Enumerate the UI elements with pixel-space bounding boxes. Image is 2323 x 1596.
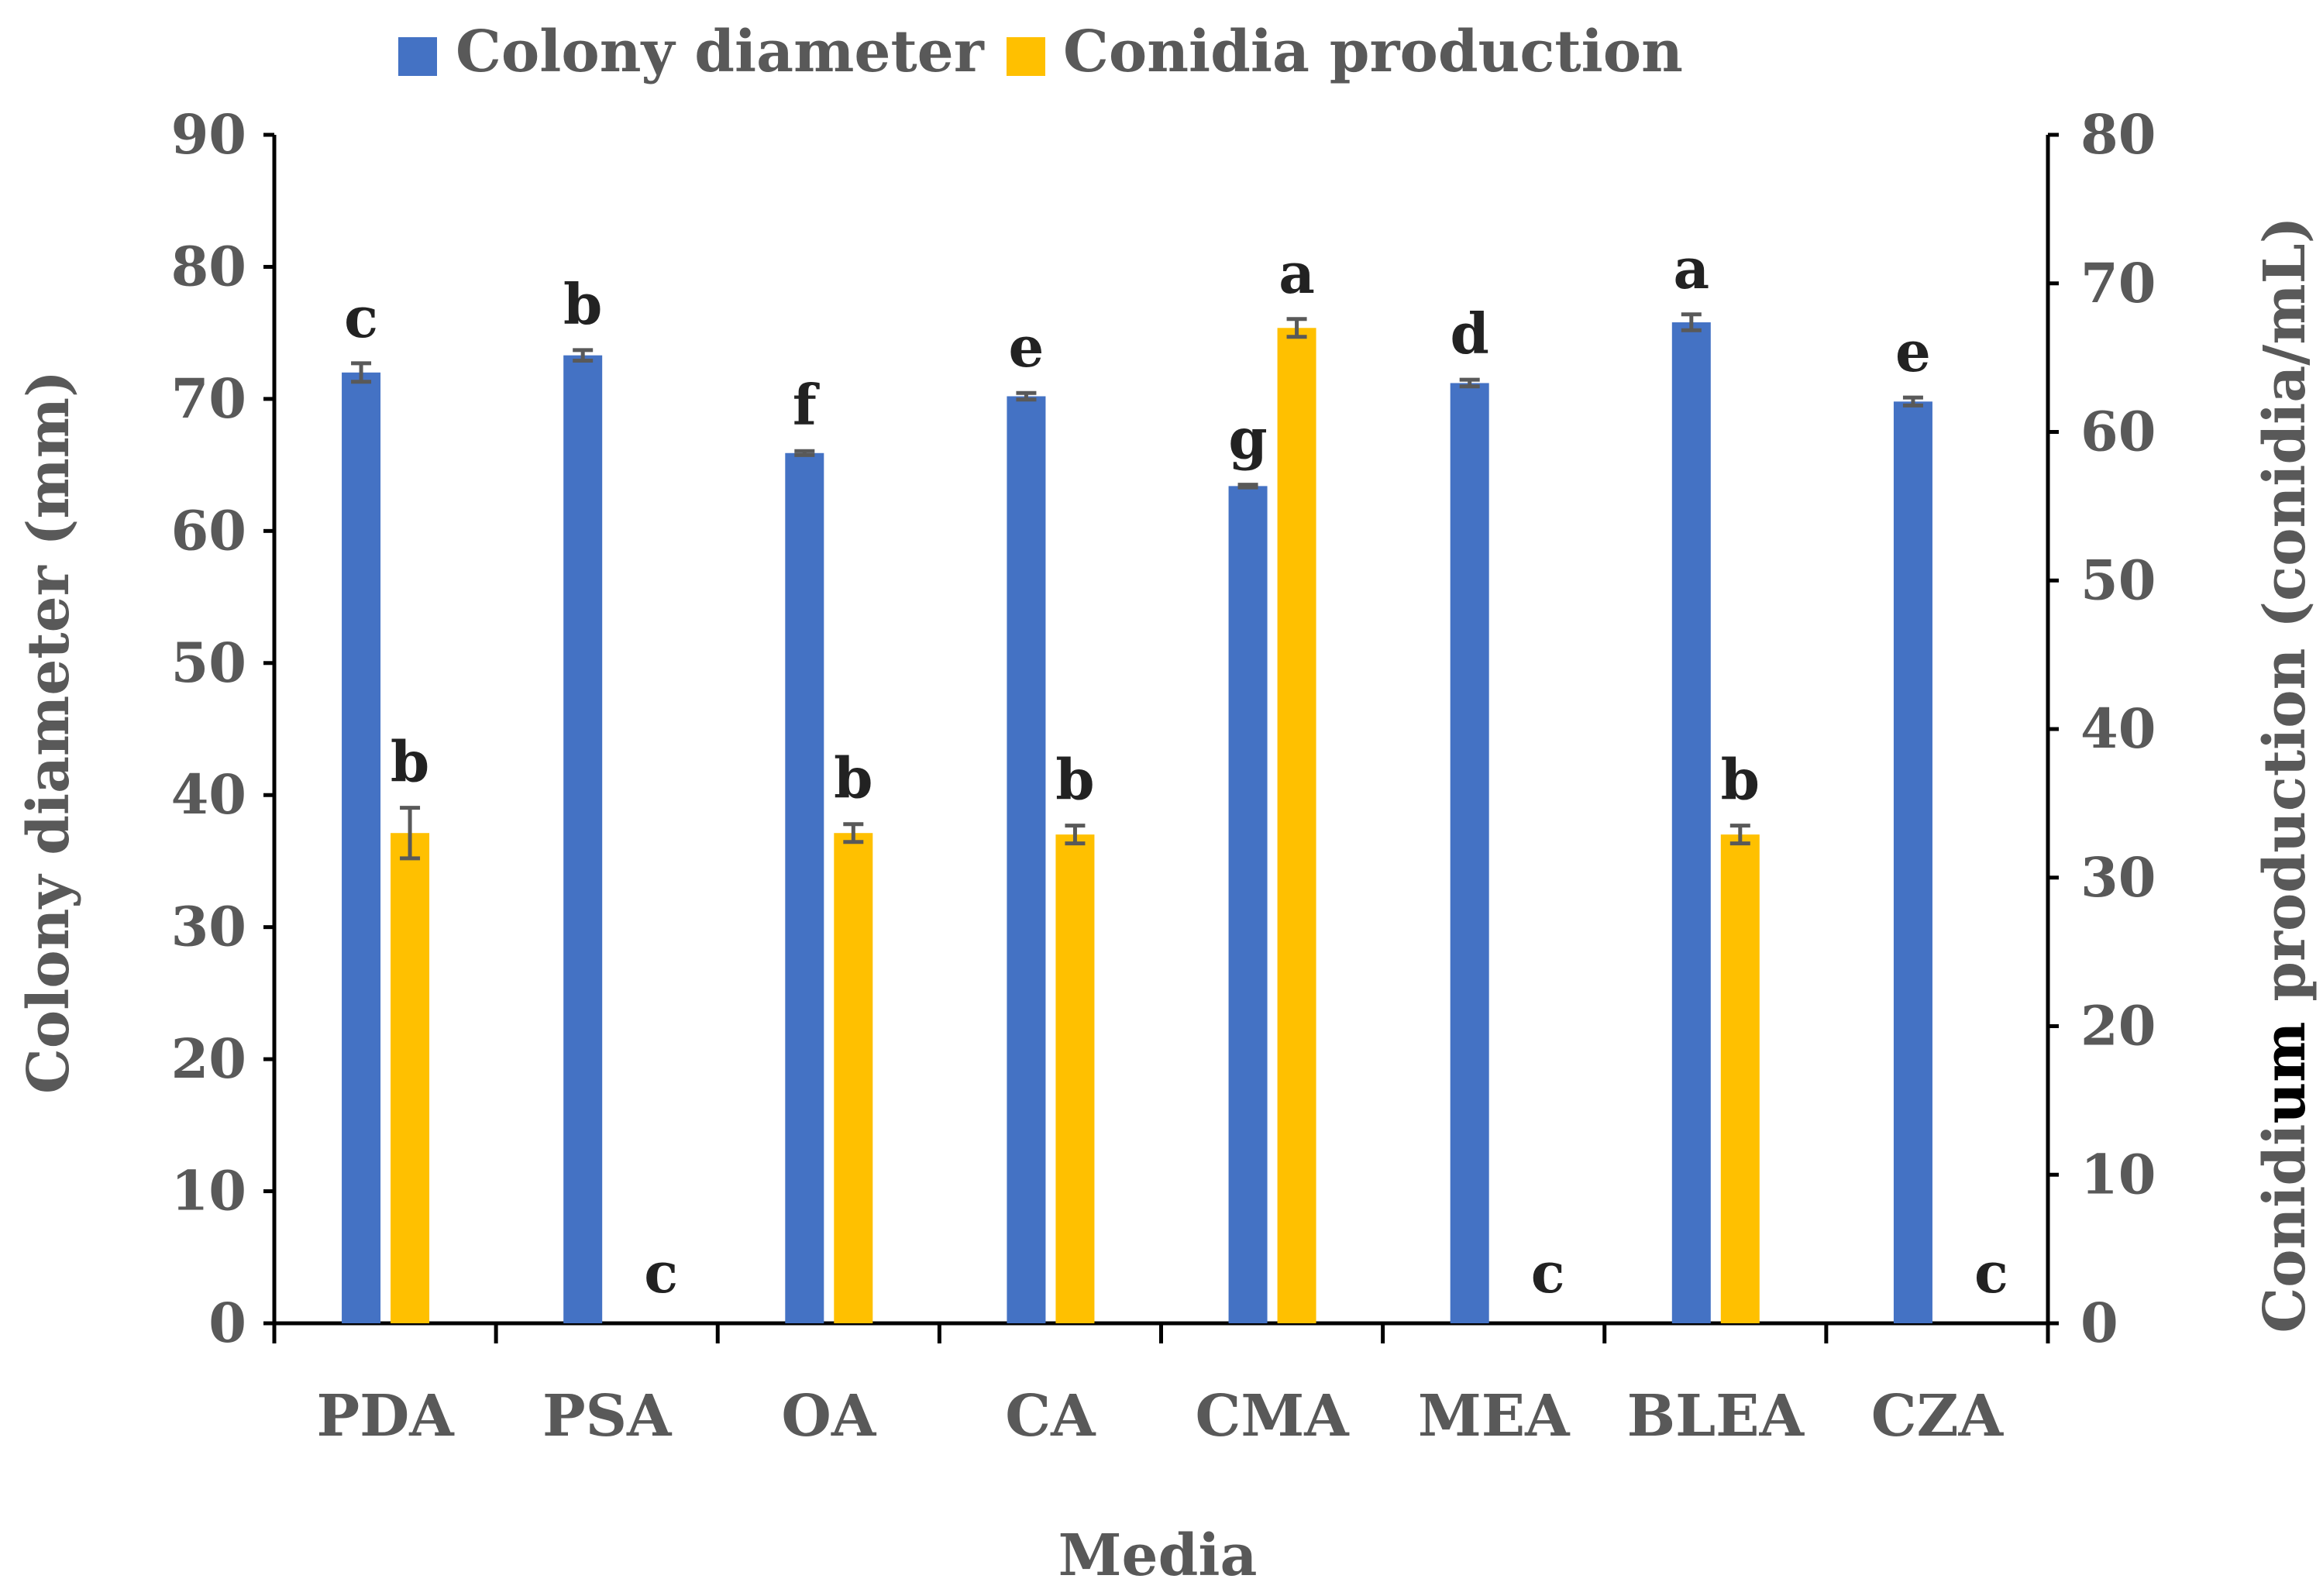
bar-colony-diameter-psa: [563, 355, 603, 1323]
bar-colony-diameter-blea: [1671, 322, 1711, 1323]
bar-conidia-production-blea: [1720, 834, 1760, 1323]
x-tick-label-ca: CA: [1005, 1383, 1096, 1450]
right-y-axis-title-part-3: production (conidia/mL): [2252, 216, 2318, 1021]
left-tick-label: 60: [171, 498, 246, 562]
significance-letter-conidia-production-oa: b: [834, 745, 872, 811]
x-tick-label-cma: CMA: [1195, 1383, 1350, 1450]
right-tick-label: 10: [2080, 1142, 2156, 1206]
significance-letter-colony-diameter-ca: e: [1009, 314, 1044, 380]
x-axis-ticks: PDA PSA OA CA CMA MEA BLEA CZA: [272, 1323, 2050, 1450]
left-y-axis-ticks: 0 10 20 30 40 50 60 70 80 90: [171, 102, 274, 1355]
right-y-axis-title: Conidium production (conidia/mL): [2252, 216, 2318, 1333]
right-tick-label: 80: [2080, 102, 2156, 167]
x-tick-label-cza: CZA: [1871, 1383, 2005, 1450]
right-tick-label: 70: [2080, 251, 2156, 315]
left-tick-label: 40: [171, 762, 246, 827]
significance-letter-colony-diameter-cma: g: [1228, 406, 1267, 472]
left-tick-label: 10: [171, 1159, 246, 1223]
left-tick-label: 20: [171, 1027, 246, 1091]
legend-swatch-conidia-production: [1007, 37, 1045, 76]
significance-letter-conidia-production-pda: b: [391, 729, 429, 795]
right-tick-label: 30: [2080, 845, 2156, 910]
bar-colony-diameter-cza: [1893, 401, 1932, 1323]
bar-conidia-production-oa: [834, 833, 873, 1323]
bar-colony-diameter-ca: [1007, 396, 1046, 1324]
right-tick-label: 20: [2080, 994, 2156, 1058]
right-tick-label: 40: [2080, 697, 2156, 761]
significance-letter-colony-diameter-blea: a: [1673, 236, 1709, 301]
x-tick-label-pda: PDA: [316, 1383, 455, 1450]
significance-letter-colony-diameter-cza: e: [1895, 318, 1931, 384]
legend-label-colony-diameter: Colony diameter: [456, 19, 985, 85]
significance-letter-colony-diameter-pda: c: [344, 284, 378, 350]
significance-letter-conidia-production-cma: a: [1279, 240, 1315, 306]
bar-conidia-production-cma: [1277, 328, 1316, 1323]
bar-conidia-production-ca: [1055, 834, 1095, 1323]
error-bars: [351, 312, 1923, 861]
bars: [342, 322, 1932, 1324]
right-y-axis-title-part-2: um: [2252, 1022, 2318, 1124]
significance-letter-conidia-production-ca: b: [1055, 747, 1094, 813]
significance-letter-conidia-production-cza: c: [1974, 1240, 2008, 1305]
left-y-axis-title: Colony diameter (mm): [15, 370, 82, 1094]
bar-conidia-production-pda: [391, 833, 430, 1323]
legend-swatch-colony-diameter: [398, 37, 437, 76]
bar-colony-diameter-cma: [1228, 486, 1268, 1323]
significance-letter-colony-diameter-mea: d: [1451, 301, 1489, 366]
left-tick-label: 30: [171, 895, 246, 959]
x-tick-label-mea: MEA: [1418, 1383, 1571, 1450]
significance-letters: c b f e g d a e b c b b a c b c: [344, 236, 2008, 1305]
bar-colony-diameter-oa: [785, 452, 824, 1323]
right-y-axis-title-part-1: Conidi: [2252, 1124, 2318, 1333]
x-axis-title: Media: [1058, 1522, 1258, 1589]
right-tick-label: 0: [2080, 1291, 2118, 1355]
significance-letter-conidia-production-blea: b: [1721, 747, 1760, 813]
x-tick-label-psa: PSA: [542, 1383, 673, 1450]
significance-letter-colony-diameter-psa: b: [563, 271, 602, 337]
right-tick-label: 60: [2080, 400, 2156, 464]
bar-colony-diameter-pda: [342, 372, 381, 1323]
bar-colony-diameter-mea: [1450, 383, 1489, 1323]
significance-letter-conidia-production-psa: c: [644, 1240, 678, 1305]
left-tick-label: 50: [171, 631, 246, 695]
legend: Colony diameter Conidia production: [398, 19, 1683, 85]
significance-letter-conidia-production-mea: c: [1531, 1240, 1565, 1305]
x-tick-label-blea: BLEA: [1627, 1383, 1805, 1450]
left-tick-label: 80: [171, 234, 246, 298]
left-tick-label: 90: [171, 102, 246, 167]
x-tick-label-oa: OA: [781, 1383, 876, 1450]
left-tick-label: 70: [171, 366, 246, 431]
left-tick-label: 0: [208, 1291, 246, 1355]
right-y-axis-ticks: 0 10 20 30 40 50 60 70 80: [2048, 102, 2156, 1355]
right-tick-label: 50: [2080, 548, 2156, 612]
legend-label-conidia-production: Conidia production: [1063, 19, 1683, 85]
significance-letter-colony-diameter-oa: f: [793, 372, 820, 438]
